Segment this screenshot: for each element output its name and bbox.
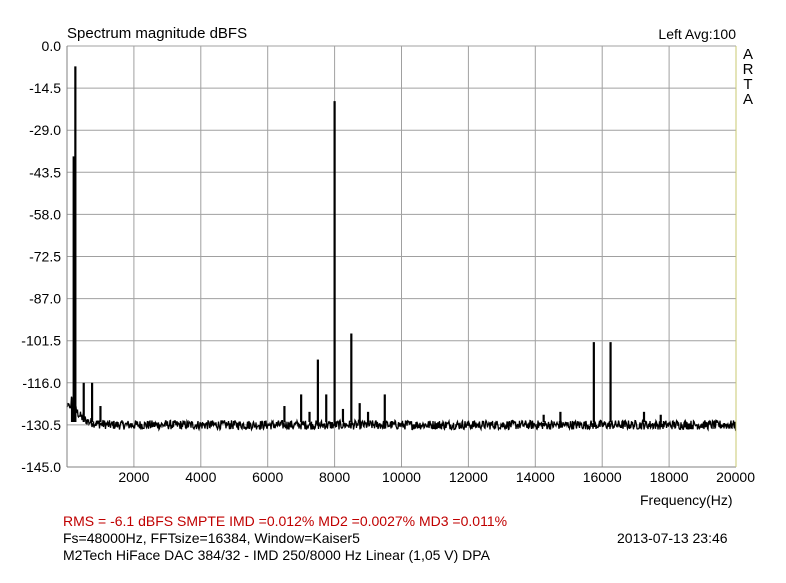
- y-tick-label: -130.5: [21, 417, 61, 433]
- y-tick-label: -87.0: [29, 291, 61, 307]
- brand-letter: T: [743, 76, 753, 93]
- peak-markers: [70, 66, 662, 422]
- spectrum-trace: [66, 396, 737, 432]
- axis-ticks: 0.0 -14.5 -29.0 -43.5 -58.0 -72.5 -87.0 -101.5 -…: [21, 38, 755, 485]
- x-tick-label: 8000: [319, 469, 350, 485]
- measurement-summary: RMS = -6.1 dBFS SMPTE IMD =0.012% MD2 =0…: [63, 513, 508, 529]
- channel-average-label: Left Avg:100: [658, 26, 736, 42]
- y-tick-label: -116.0: [22, 375, 61, 391]
- y-tick-label: -29.0: [29, 122, 61, 138]
- y-tick-label: -101.5: [21, 333, 61, 349]
- brand-letter: A: [742, 46, 753, 63]
- plot-frame: [66, 46, 737, 468]
- grid: [67, 45, 737, 468]
- x-tick-label: 10000: [382, 469, 421, 485]
- brand-letter: R: [742, 61, 754, 78]
- x-tick-label: 12000: [449, 469, 488, 485]
- analysis-settings: Fs=48000Hz, FFTsize=16384, Window=Kaiser…: [63, 530, 360, 546]
- x-axis-label: Frequency(Hz): [640, 492, 733, 508]
- y-tick-label: -43.5: [29, 164, 61, 180]
- x-tick-label: 14000: [516, 469, 555, 485]
- brand-letter: A: [742, 91, 753, 108]
- device-description: M2Tech HiFace DAC 384/32 - IMD 250/8000 …: [63, 547, 490, 563]
- noise-floor-line: [66, 396, 737, 432]
- x-tick-label: 2000: [118, 469, 149, 485]
- x-tick-label: 4000: [185, 469, 216, 485]
- x-tick-label: 18000: [650, 469, 689, 485]
- x-tick-label: 20000: [716, 469, 755, 485]
- y-tick-label: -145.0: [21, 459, 61, 475]
- y-tick-label: -58.0: [29, 206, 61, 222]
- timestamp: 2013-07-13 23:46: [617, 530, 728, 546]
- y-tick-label: 0.0: [42, 38, 62, 54]
- chart-title: Spectrum magnitude dBFS: [67, 25, 248, 42]
- x-tick-label: 6000: [252, 469, 283, 485]
- x-tick-label: 16000: [583, 469, 622, 485]
- y-tick-label: -14.5: [29, 80, 61, 96]
- y-tick-label: -72.5: [29, 249, 61, 265]
- brand-logo: A R T A: [741, 47, 755, 107]
